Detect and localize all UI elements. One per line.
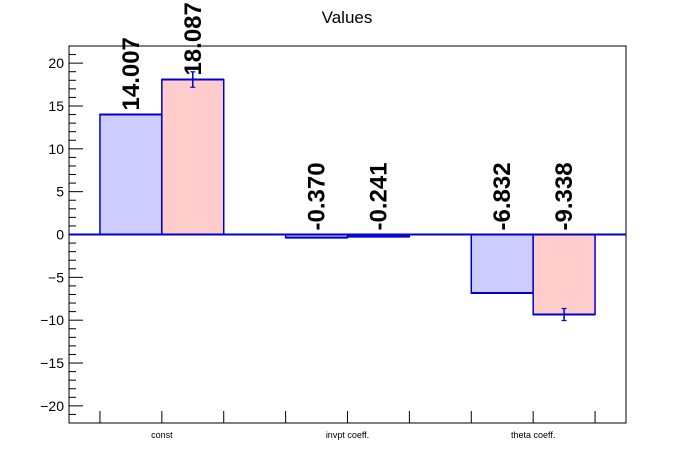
y-tick-label: −5: [48, 269, 64, 285]
bar-value-label: -9.338: [551, 162, 578, 230]
y-tick-label: 15: [48, 98, 64, 114]
bar-value-label: -0.370: [304, 162, 331, 230]
x-axis: const invpt coeff. theta coeff.: [99, 411, 596, 440]
bar: [470, 233, 534, 294]
bar: [532, 233, 596, 316]
y-tick-label: −15: [40, 355, 64, 371]
y-tick-label: 5: [56, 184, 64, 200]
y-tick-label: 20: [48, 55, 64, 71]
bar-value-label: 18.087: [180, 2, 207, 75]
y-tick-label: 0: [56, 227, 64, 243]
y-tick-label: −20: [40, 398, 64, 414]
y-tick-label: 10: [48, 141, 64, 157]
bars: [99, 71, 596, 322]
y-tick-label: −10: [40, 312, 64, 328]
x-category-label: invpt coeff.: [326, 430, 369, 440]
y-axis: −20 −15 −10 −5 0 5 10 15 20: [40, 45, 83, 424]
x-category-label: const: [151, 430, 173, 440]
chart-title: Values: [322, 8, 373, 27]
bar: [99, 113, 163, 236]
bar-value-label: -0.241: [365, 162, 392, 230]
bar-labels: 14.007 -0.370 -6.832 18.087 -0.241 -9.338: [118, 2, 578, 230]
bar-value-label: 14.007: [118, 37, 145, 110]
bar: [161, 78, 225, 236]
bar-value-label: -6.832: [489, 162, 516, 230]
x-category-label: theta coeff.: [511, 430, 555, 440]
